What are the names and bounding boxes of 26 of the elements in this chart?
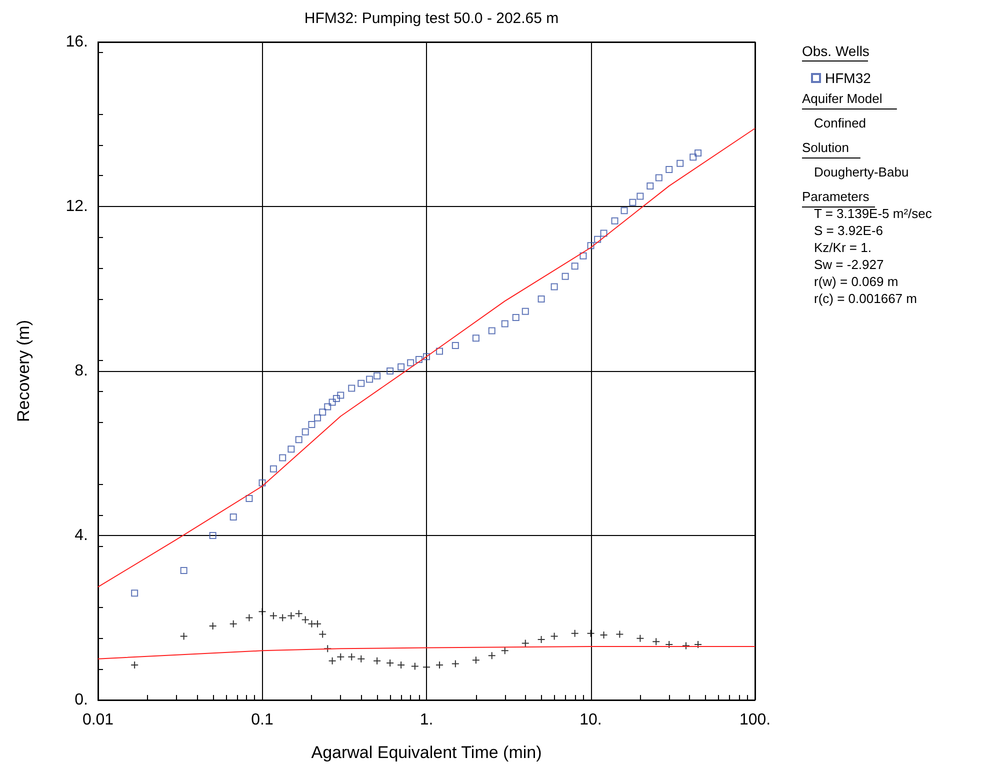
x-tick-label: 0.1 xyxy=(251,712,274,728)
text: Dougherty-Babu xyxy=(814,164,909,180)
x-tick-label: 10. xyxy=(580,712,602,728)
text: Parameters xyxy=(802,189,870,204)
text: Confined xyxy=(814,116,866,130)
x-tick-label: 1. xyxy=(420,712,434,728)
y-tick-label: 0. xyxy=(74,692,88,708)
y-axis-title: Recovery (m) xyxy=(14,320,33,422)
legend-title: Obs. Wells xyxy=(802,43,870,59)
x-tick-label: 0.01 xyxy=(82,712,114,728)
text: Aquifer Model xyxy=(802,91,882,106)
y-tick-label: 4. xyxy=(74,527,88,544)
y-tick-label: 8. xyxy=(74,362,88,380)
legend-label: HFM32 xyxy=(825,70,872,86)
text: S = 3.92E-6 xyxy=(814,223,884,238)
x-tick-label: 100. xyxy=(739,712,771,728)
text: T = 3.139E-5 m²/sec xyxy=(814,206,932,221)
chart-title: HFM32: Pumping test 50.0 - 202.65 m xyxy=(304,10,559,27)
text: Kz/Kr = 1. xyxy=(814,240,872,255)
text: r(w) = 0.069 m xyxy=(814,274,898,289)
y-tick-label: 16. xyxy=(66,34,88,50)
y-tick-label: 12. xyxy=(66,198,88,215)
text: Sw = -2.927 xyxy=(814,257,884,272)
x-axis-title: Agarwal Equivalent Time (min) xyxy=(311,743,542,762)
text: Solution xyxy=(802,140,849,155)
text: r(c) = 0.001667 m xyxy=(814,291,917,306)
